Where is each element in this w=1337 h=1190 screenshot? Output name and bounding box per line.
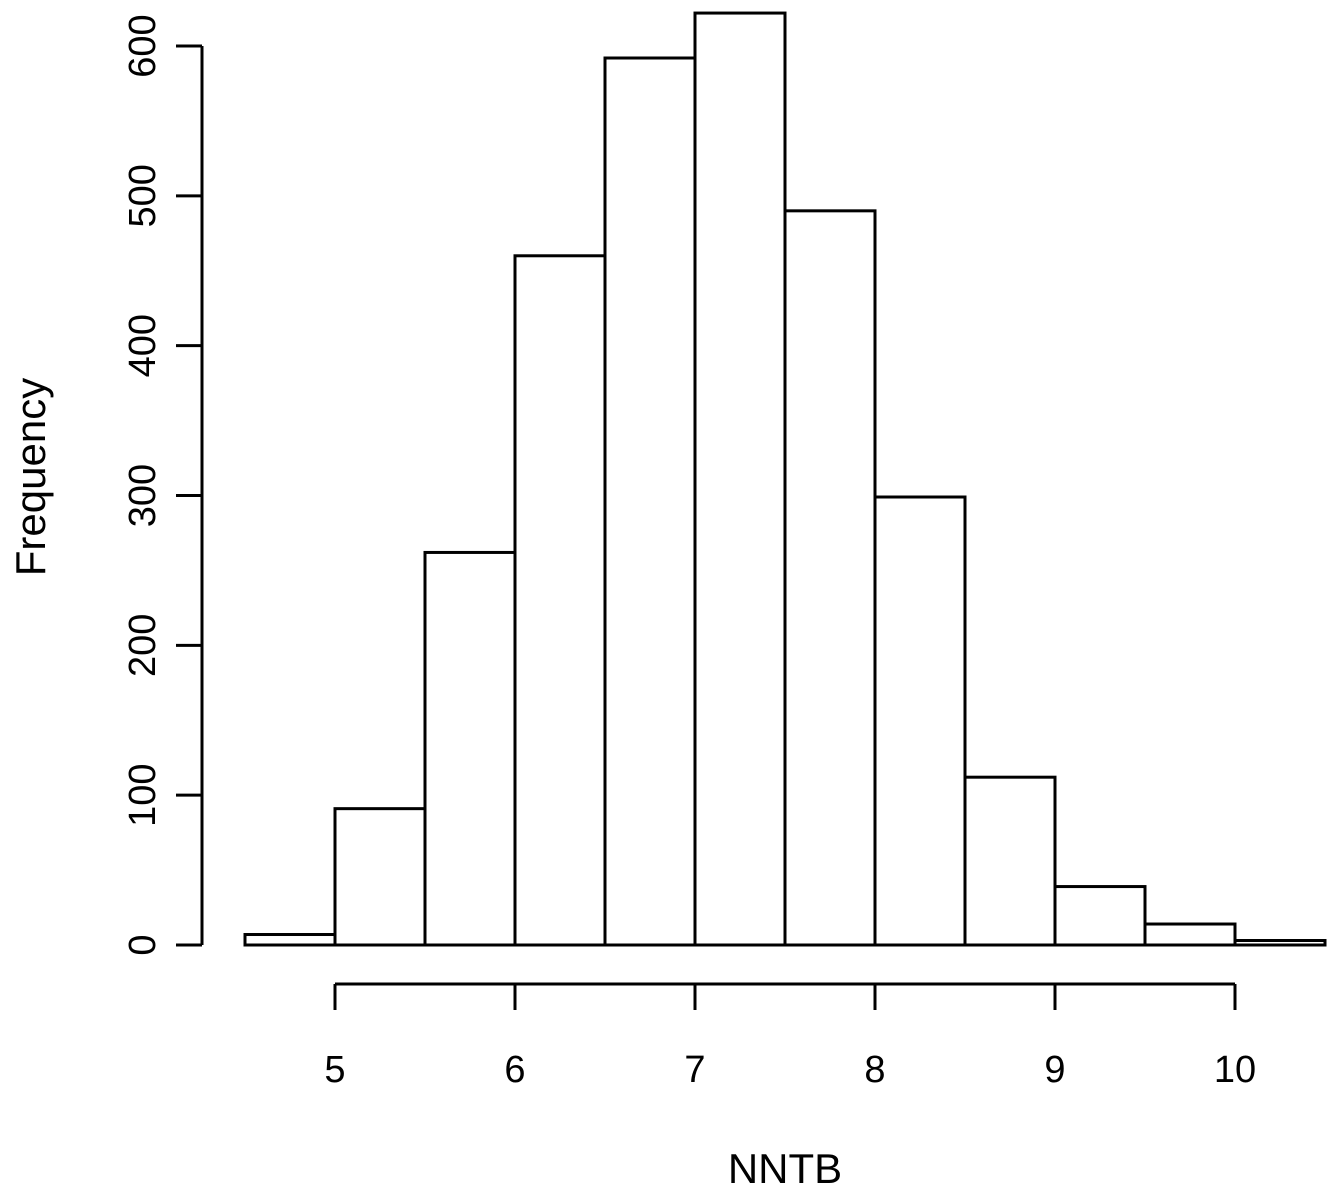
histogram-bar-10	[1143, 922, 1237, 947]
y-tick-label-200: 200	[122, 614, 164, 677]
histogram-bar-1	[333, 807, 427, 947]
y-axis-title: Frequency	[7, 378, 54, 576]
x-tick-label-8: 8	[864, 1049, 885, 1091]
y-tick-label-300: 300	[122, 464, 164, 527]
histogram-bar-9	[1053, 885, 1147, 947]
histogram-bar-3	[513, 254, 607, 947]
x-tick-label-9: 9	[1044, 1049, 1065, 1091]
x-tick-label-6: 6	[504, 1049, 525, 1091]
x-tick-label-10: 10	[1214, 1049, 1256, 1091]
x-tick-label-5: 5	[324, 1049, 345, 1091]
histogram-bar-5	[693, 11, 787, 947]
y-axis: 0 100 200 300 400 500 600	[122, 14, 204, 956]
y-tick-label-500: 500	[122, 164, 164, 227]
y-tick-label-0: 0	[122, 934, 164, 955]
histogram-bar-11	[1233, 939, 1327, 947]
x-axis-title: NNTB	[728, 1145, 842, 1190]
histogram-bar-4	[603, 56, 697, 947]
y-tick-label-100: 100	[122, 763, 164, 826]
y-tick-label-600: 600	[122, 14, 164, 77]
x-tick-label-7: 7	[684, 1049, 705, 1091]
x-axis: 5 6 7 8 9 10	[324, 982, 1256, 1091]
histogram-bar-0	[243, 933, 337, 947]
bars-group	[243, 11, 1327, 947]
histogram-bar-6	[783, 209, 877, 947]
histogram-bar-7	[873, 495, 967, 947]
histogram-bar-2	[423, 550, 517, 947]
histogram-bar-8	[963, 775, 1057, 947]
y-tick-label-400: 400	[122, 314, 164, 377]
